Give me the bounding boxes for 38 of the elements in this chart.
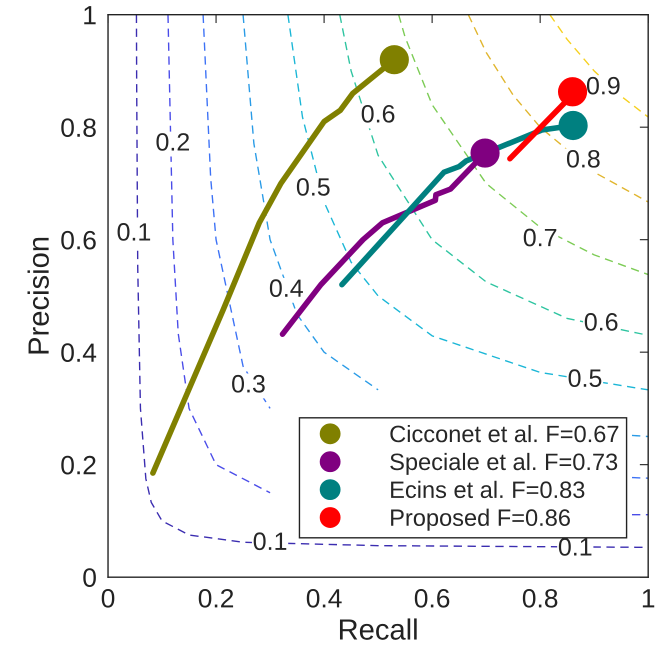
legend-label: Ecins et al. F=0.83 bbox=[391, 480, 584, 498]
x-tick-label: 1 bbox=[642, 589, 654, 608]
x-axis-title: Recall bbox=[340, 618, 417, 640]
point bbox=[558, 110, 588, 140]
x-tick-label: 0.6 bbox=[414, 588, 450, 608]
annotation: 0.3 bbox=[232, 374, 265, 393]
y-tick-label: 0.8 bbox=[61, 118, 96, 138]
y-tick-label: 0.6 bbox=[61, 230, 96, 250]
line-series bbox=[398, 14, 648, 276]
x-tick-label: 0.4 bbox=[306, 588, 342, 608]
y-tick-label: 1 bbox=[84, 6, 96, 24]
y-axis-title: Precision bbox=[27, 238, 49, 354]
annotation: 0.1 bbox=[558, 538, 592, 556]
point bbox=[558, 77, 588, 106]
annotation: 0.2 bbox=[156, 133, 189, 151]
annotation: 0.6 bbox=[584, 313, 618, 331]
annotation: 0.8 bbox=[566, 150, 600, 168]
y-tick-label: 0 bbox=[83, 568, 96, 587]
x-tick-label: 0.2 bbox=[198, 588, 234, 608]
annotation: 0.4 bbox=[270, 279, 303, 298]
x-tick-label: 0 bbox=[102, 588, 114, 608]
y-tick-label: 0.2 bbox=[61, 456, 96, 474]
x-tick-label: 0.8 bbox=[522, 588, 558, 608]
annotation: 0.1 bbox=[118, 223, 150, 241]
point bbox=[470, 138, 500, 168]
point bbox=[380, 45, 409, 74]
legend-label: Speciale et al. F=0.73 bbox=[390, 452, 618, 475]
annotation: 0.5 bbox=[568, 369, 602, 388]
annotation: 0.1 bbox=[254, 532, 286, 550]
y-tick-label: 0.4 bbox=[61, 343, 96, 362]
annotation: 0.9 bbox=[586, 76, 620, 95]
line-series bbox=[549, 14, 648, 118]
legend-label: Cicconet et al. F=0.67 bbox=[390, 424, 618, 442]
annotation: 0.6 bbox=[362, 104, 394, 123]
legend-label: Proposed F=0.86 bbox=[391, 508, 570, 531]
annotation: 0.5 bbox=[296, 178, 330, 196]
annotation: 0.7 bbox=[524, 228, 556, 246]
line-series bbox=[468, 14, 648, 203]
